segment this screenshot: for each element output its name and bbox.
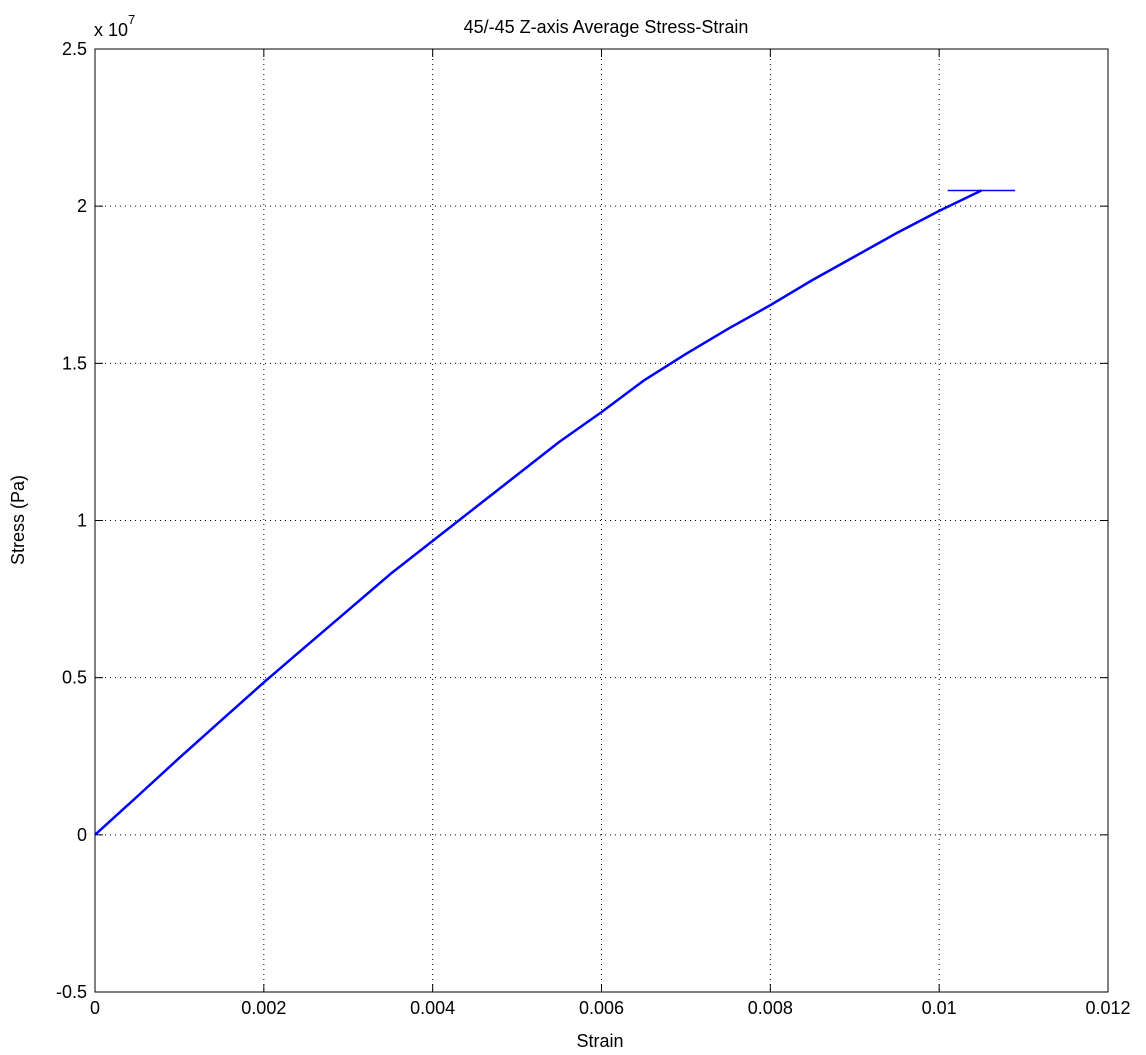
x-tick-label: 0.012 (1085, 998, 1130, 1018)
x-tick-label: 0 (90, 998, 100, 1018)
y-tick-label: -0.5 (56, 982, 87, 1002)
series-layer (94, 189, 1016, 836)
x-tick-label: 0.004 (410, 998, 455, 1018)
x-tick-label: 0.006 (579, 998, 624, 1018)
x-tick-label: 0.002 (241, 998, 286, 1018)
grid-lines (95, 49, 1108, 992)
x-tick-label: 0.008 (748, 998, 793, 1018)
y-tick-label: 1 (77, 511, 87, 531)
y-tick-label: 2 (77, 196, 87, 216)
y-tick-label: 0 (77, 825, 87, 845)
y-tick-labels: -0.5 0 0.5 1 1.5 2 2.5 (56, 39, 87, 1002)
x-tick-label: 0.01 (922, 998, 957, 1018)
y-tick-label: 2.5 (62, 39, 87, 59)
axis-ticks (94, 48, 1109, 993)
y-tick-label: 1.5 (62, 353, 87, 373)
x-tick-labels: 0 0.002 0.004 0.006 0.008 0.01 0.012 (90, 998, 1131, 1018)
chart-title: 45/-45 Z-axis Average Stress-Strain (464, 17, 749, 37)
y-tick-label: 0.5 (62, 668, 87, 688)
y-exponent-power: 7 (128, 12, 135, 27)
x-axis-label: Strain (576, 1031, 623, 1051)
series-line (94, 189, 982, 836)
y-axis-label: Stress (Pa) (8, 475, 28, 565)
y-exponent-base: x 107 (94, 12, 135, 40)
y-exponent-text: x 10 (94, 20, 128, 40)
